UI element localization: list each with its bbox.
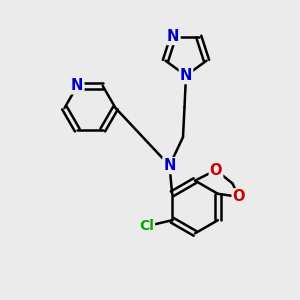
Text: O: O [210,163,222,178]
Text: O: O [232,189,245,204]
Text: N: N [167,29,179,44]
Text: N: N [180,68,192,83]
Text: Cl: Cl [139,219,154,233]
Text: N: N [163,158,176,173]
Text: N: N [71,78,83,93]
